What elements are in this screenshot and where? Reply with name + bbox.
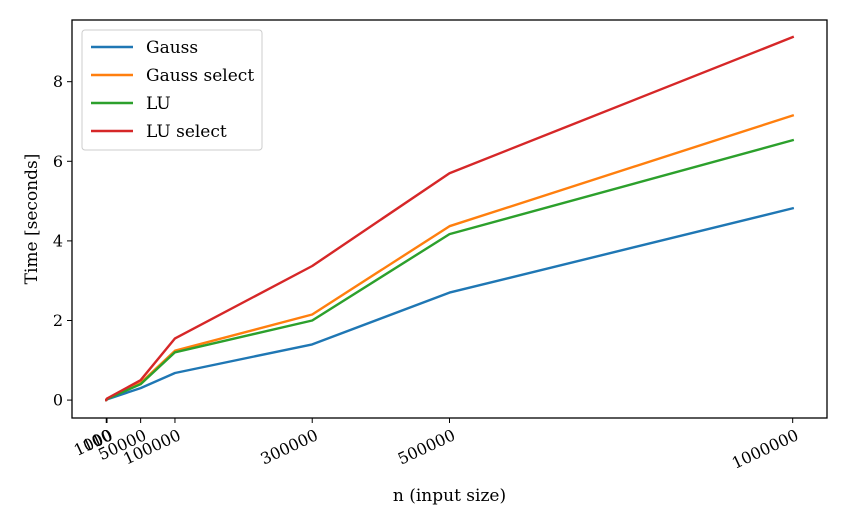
legend-box [81, 29, 263, 151]
series-layer [105, 35, 795, 402]
series-line-3 [105, 35, 795, 402]
x-axis-label: n (input size) [393, 486, 506, 506]
x-tick-label: 1000000 [729, 425, 802, 472]
legend-label: Gauss [146, 38, 198, 58]
x-tick-label: 300000 [258, 425, 321, 468]
y-axis-label: Time [seconds] [22, 154, 42, 285]
y-tick-label: 8 [53, 72, 63, 91]
y-axis: 0 2 4 6 8 [53, 72, 72, 410]
x-tick-label: 500000 [395, 425, 458, 468]
series-line-1 [105, 113, 795, 402]
legend-label: LU [146, 94, 171, 114]
legend-label: LU select [146, 122, 227, 142]
y-tick-label: 0 [53, 391, 63, 410]
series-line-2 [105, 138, 795, 402]
legend-label: Gauss select [146, 66, 254, 86]
y-tick-label: 2 [53, 311, 63, 330]
y-tick-label: 4 [53, 231, 63, 250]
legend: Gauss Gauss select LU LU select [81, 29, 263, 151]
y-tick-label: 6 [53, 152, 63, 171]
series-line-0 [105, 206, 795, 402]
